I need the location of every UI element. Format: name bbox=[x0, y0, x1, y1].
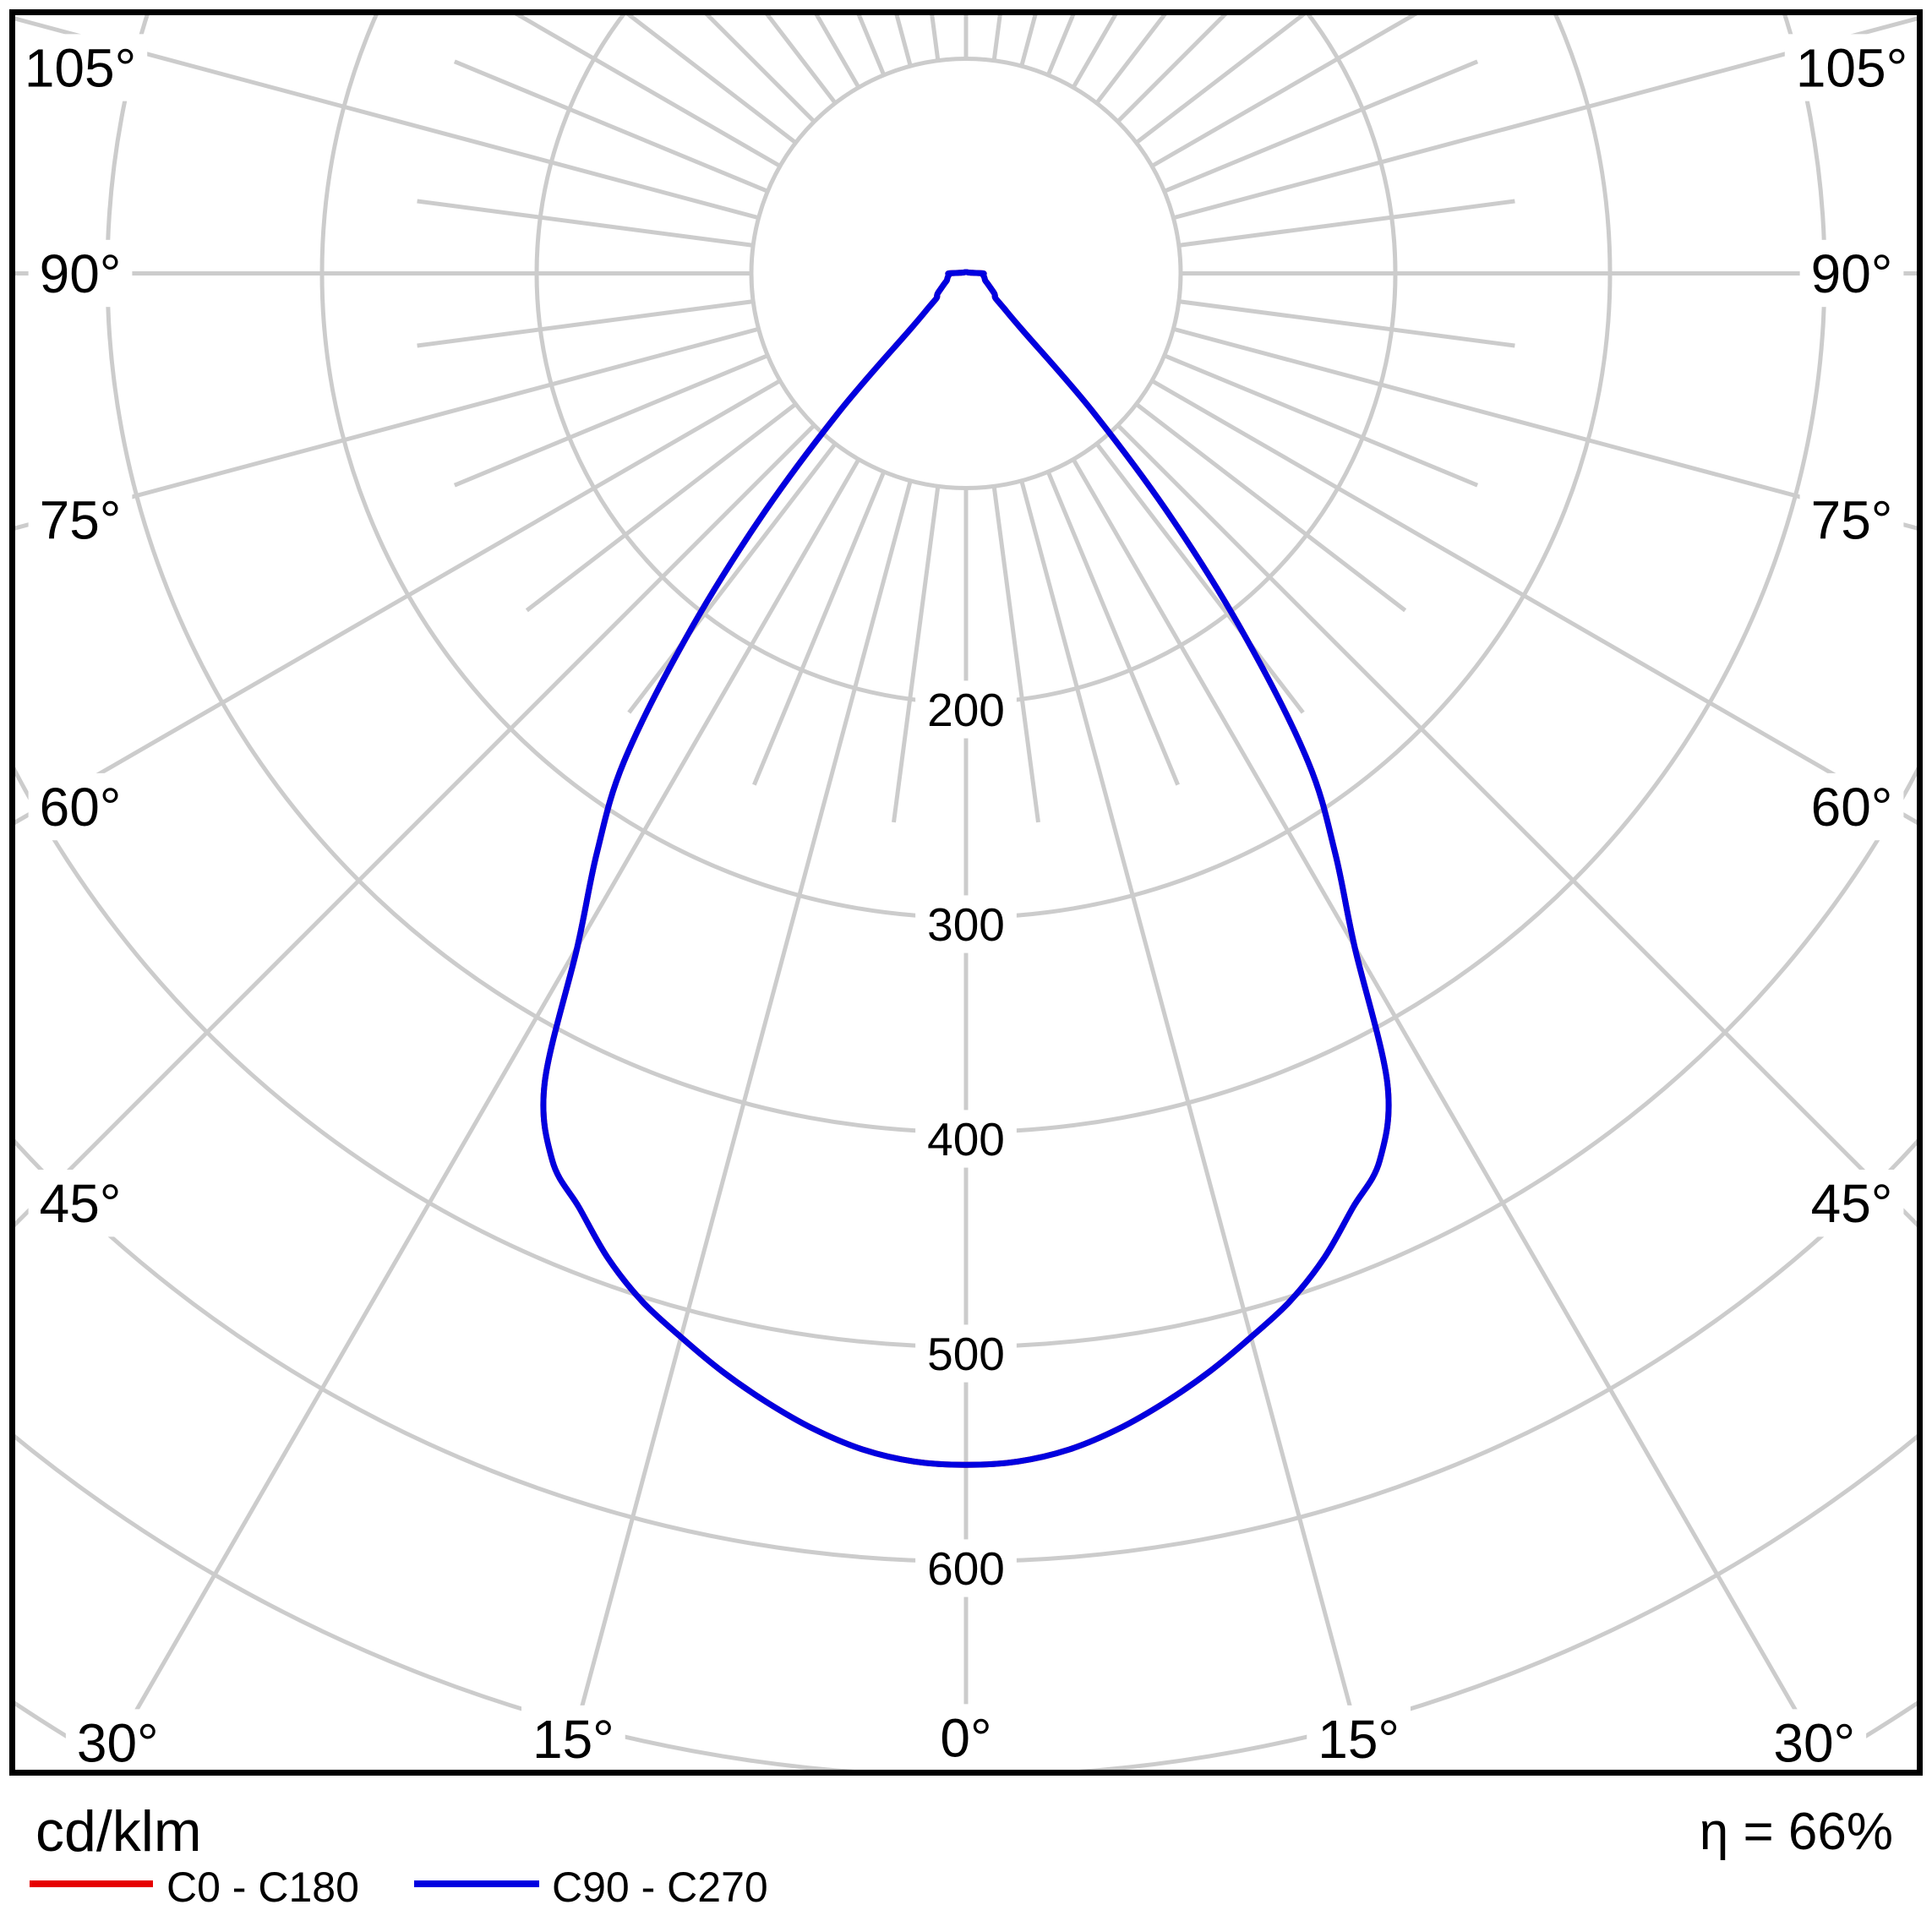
ray-112.5deg bbox=[1163, 59, 1479, 194]
ray--82.5deg bbox=[417, 299, 754, 348]
angle-label-R0-backing bbox=[929, 1704, 1003, 1771]
ring-label-400: 400 bbox=[927, 1113, 1005, 1165]
ray-30deg bbox=[1071, 458, 1836, 1776]
ray--127.5deg bbox=[618, 9, 798, 145]
ray--37.5deg bbox=[627, 442, 838, 714]
ray-157.5deg bbox=[1045, 9, 1078, 76]
plot-frame bbox=[9, 9, 1923, 1776]
ring-label-200: 200 bbox=[927, 684, 1005, 736]
ring-label-200-backing bbox=[915, 680, 1017, 739]
ray--67.5deg bbox=[453, 353, 769, 488]
ray--60deg bbox=[9, 379, 782, 828]
angle-label-R15: 15° bbox=[1318, 1709, 1400, 1770]
angle-label-R45-backing bbox=[1799, 1170, 1904, 1237]
angle-label-R75-backing bbox=[1799, 486, 1904, 554]
intensity-curves bbox=[540, 269, 1392, 1468]
ring-label-600-backing bbox=[915, 1539, 1017, 1597]
unit-label: cd/klm bbox=[35, 1799, 202, 1864]
ray-82.5deg bbox=[1178, 299, 1515, 348]
ray--15deg bbox=[561, 480, 913, 1776]
angle-label-R15-backing bbox=[1307, 1705, 1411, 1773]
angle-label-L90-backing bbox=[28, 239, 133, 308]
ray-75deg bbox=[1172, 326, 1923, 532]
angle-label-R90: 90° bbox=[1811, 243, 1893, 304]
ray-7.5deg bbox=[991, 486, 1040, 823]
ring-label-600: 600 bbox=[927, 1542, 1005, 1595]
angle-label-L45: 45° bbox=[40, 1173, 122, 1234]
ray--52.5deg bbox=[525, 402, 798, 613]
ray--7.5deg bbox=[892, 486, 941, 823]
legend-swatch-c0-c180 bbox=[30, 1880, 153, 1887]
ray-22.5deg bbox=[1045, 471, 1180, 786]
angle-label-L90: 90° bbox=[40, 243, 122, 304]
ring-label-300-backing bbox=[915, 895, 1017, 953]
ring-label-500: 500 bbox=[927, 1328, 1005, 1380]
angle-label-R60: 60° bbox=[1811, 777, 1893, 838]
ray-52.5deg bbox=[1134, 402, 1407, 613]
ray--142.5deg bbox=[761, 9, 838, 105]
angle-label-L105-backing bbox=[13, 34, 148, 101]
angle-label-R60-backing bbox=[1799, 772, 1904, 841]
angle-label-R105-backing bbox=[1784, 34, 1919, 101]
angle-label-L15-backing bbox=[521, 1705, 625, 1773]
angle-label-R30: 30° bbox=[1773, 1712, 1855, 1773]
legend-label-c0-c180: C0 - C180 bbox=[166, 1864, 359, 1911]
ray-37.5deg bbox=[1094, 442, 1305, 714]
ray-15deg bbox=[1019, 480, 1371, 1776]
ray-105deg bbox=[1172, 14, 1923, 221]
ray--105deg bbox=[9, 14, 760, 221]
efficiency-value: η = 66% bbox=[1699, 1803, 1893, 1861]
angle-label-R45: 45° bbox=[1811, 1173, 1893, 1234]
angle-label-R105: 105° bbox=[1796, 37, 1907, 98]
ray-45deg bbox=[1116, 423, 1923, 1234]
angle-label-L30: 30° bbox=[77, 1712, 159, 1773]
ray--112.5deg bbox=[453, 59, 769, 194]
ray--45deg bbox=[9, 423, 816, 1234]
angle-label-R75: 75° bbox=[1811, 490, 1893, 551]
ring-label-500-backing bbox=[915, 1324, 1017, 1383]
ray-67.5deg bbox=[1163, 353, 1479, 488]
ray--157.5deg bbox=[854, 9, 887, 76]
ray-60deg bbox=[1150, 379, 1923, 828]
ray--75deg bbox=[9, 326, 760, 532]
angle-label-L60-backing bbox=[28, 772, 133, 841]
angle-label-L60: 60° bbox=[40, 777, 122, 838]
angle-label-L15: 15° bbox=[532, 1709, 614, 1770]
angle-label-R90-backing bbox=[1799, 239, 1904, 308]
ring-label-300: 300 bbox=[927, 898, 1005, 951]
grid-labels: 200 300 400 500 600 0° 15° 15° 30° 30° 45° 45° 60° 60… bbox=[13, 34, 1919, 1776]
ray--22.5deg bbox=[752, 471, 887, 786]
angle-label-R30-backing bbox=[1762, 1709, 1867, 1776]
legend-swatch-c90-c270 bbox=[414, 1880, 539, 1887]
ray-142.5deg bbox=[1094, 9, 1171, 105]
angle-label-L45-backing bbox=[28, 1170, 133, 1237]
angle-label-L75-backing bbox=[28, 486, 133, 554]
angle-label-L75: 75° bbox=[40, 490, 122, 551]
ring-label-400-backing bbox=[915, 1110, 1017, 1168]
curve-c90-c270 bbox=[540, 269, 1392, 1468]
angle-label-L105: 105° bbox=[25, 37, 136, 98]
angle-label-L30-backing bbox=[65, 1709, 170, 1776]
ray-97.5deg bbox=[1178, 199, 1515, 248]
angle-label-R0: 0° bbox=[940, 1707, 991, 1768]
legend-label-c90-c270: C90 - C270 bbox=[552, 1864, 768, 1911]
ray--97.5deg bbox=[417, 199, 754, 248]
ray-127.5deg bbox=[1134, 9, 1314, 145]
ray--30deg bbox=[96, 458, 861, 1776]
